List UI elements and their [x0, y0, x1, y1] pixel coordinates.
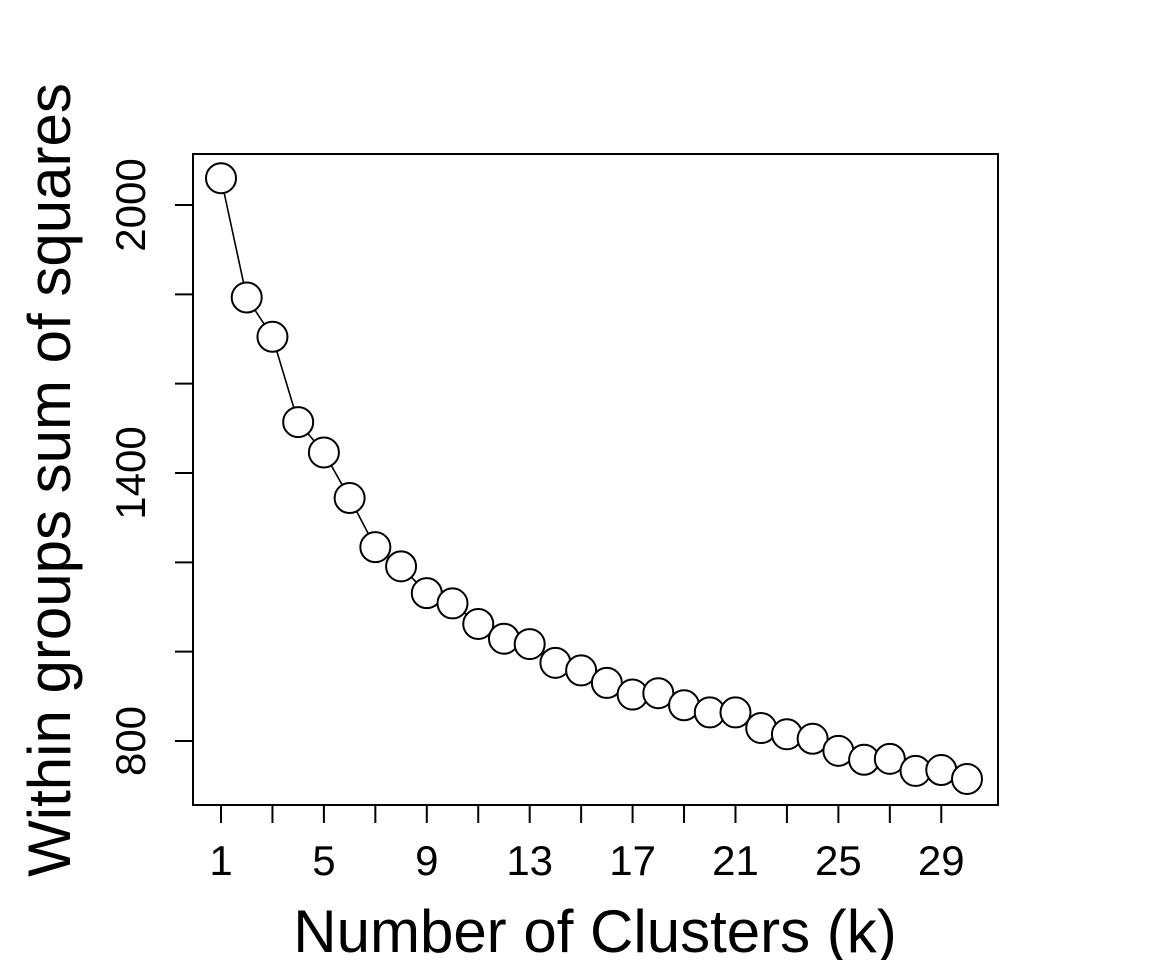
- data-point: [333, 482, 366, 515]
- plot-frame: [192, 153, 999, 806]
- x-axis-title: Number of Clusters (k): [293, 898, 896, 960]
- data-point: [282, 406, 315, 439]
- x-tick-label: 5: [312, 837, 335, 884]
- x-axis: 1 5 9 13 17 21 25 29: [209, 804, 965, 884]
- y-axis-title: Within groups sum of squares: [16, 83, 83, 877]
- data-point: [436, 587, 469, 620]
- x-tick-label: 21: [712, 837, 759, 884]
- series-segment: [223, 192, 245, 283]
- series-segment: [254, 309, 265, 325]
- x-tick-label: 1: [209, 837, 232, 884]
- x-tick-label: 29: [918, 837, 965, 884]
- data-point: [719, 696, 752, 729]
- series-line: [223, 192, 749, 721]
- x-tick-label: 13: [506, 837, 553, 884]
- x-tick-label: 9: [415, 837, 438, 884]
- data-point: [873, 742, 906, 775]
- data-point: [796, 722, 829, 755]
- data-point: [205, 162, 237, 195]
- data-point: [487, 622, 520, 655]
- series-segment: [410, 576, 417, 583]
- series-points: [205, 162, 983, 795]
- data-point: [307, 436, 340, 469]
- data-point: [513, 628, 546, 661]
- data-point: [565, 654, 598, 687]
- series-segment: [355, 510, 370, 535]
- data-point: [359, 531, 392, 564]
- data-point: [256, 320, 289, 353]
- series-segment: [276, 350, 295, 408]
- y-tick-label: 2000: [107, 158, 154, 251]
- x-tick-label: 17: [609, 837, 656, 884]
- y-tick-label: 1400: [107, 426, 154, 519]
- x-tick-label: 25: [815, 837, 862, 884]
- data-point: [951, 762, 983, 795]
- y-tick-label: 800: [107, 706, 154, 776]
- data-point: [230, 281, 263, 314]
- y-axis: 800 1400 2000: [107, 158, 194, 776]
- series-segment: [307, 433, 315, 442]
- data-point: [462, 607, 495, 640]
- series-segment: [330, 465, 343, 486]
- data-point: [642, 677, 675, 710]
- data-point: [385, 550, 418, 583]
